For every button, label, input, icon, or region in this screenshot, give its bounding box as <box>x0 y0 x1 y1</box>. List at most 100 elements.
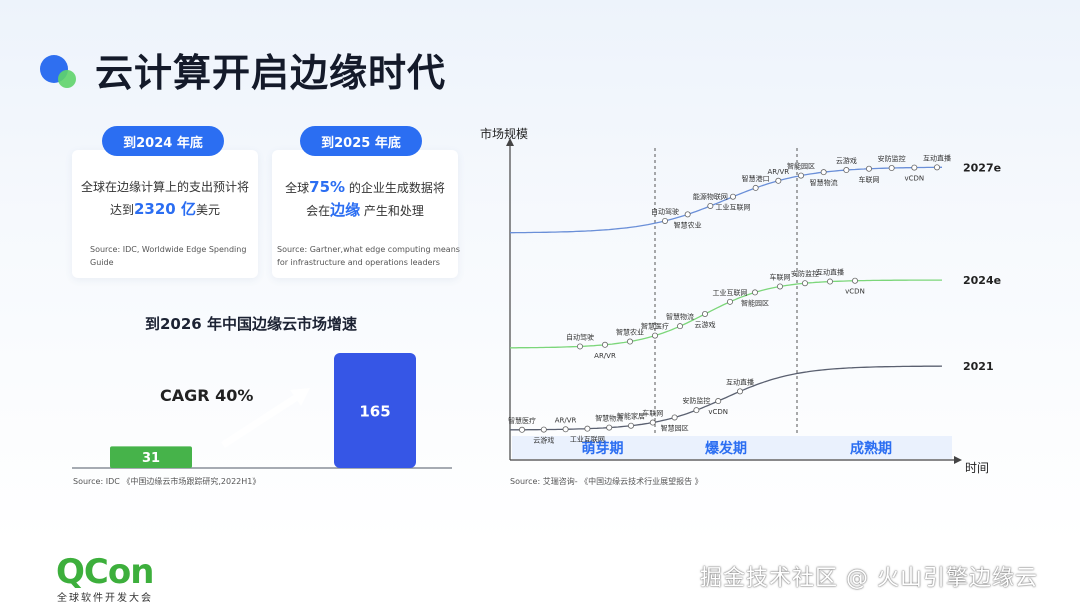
stat-line: 全球在边缘计算上的支出预计将 <box>80 180 249 194</box>
stat-text: 的企业生成数据将 <box>345 181 445 195</box>
stat-card-right <box>272 150 458 278</box>
series-point <box>701 310 708 317</box>
phase-label: 成熟期 <box>850 440 892 457</box>
series-point-label: 智慧港口 <box>742 174 770 183</box>
source-line: Source: IDC, Worldwide Edge Spending <box>90 245 247 254</box>
stat-highlight: 75% <box>309 178 346 196</box>
x-axis-label: 时间 <box>965 461 989 475</box>
stat-card-left <box>72 150 258 278</box>
series-point <box>562 426 569 433</box>
series-point <box>775 177 782 184</box>
source-line: for infrastructure and operations leader… <box>277 258 440 267</box>
growth-arrow-icon <box>221 388 310 448</box>
series-point <box>888 165 895 172</box>
series-point <box>540 426 547 433</box>
series-point <box>684 211 691 218</box>
series-point-label: AR/VR <box>555 416 577 424</box>
series-point <box>519 426 526 433</box>
series-point-label: 智慧园区 <box>661 423 689 432</box>
series-point-label: 智慧物流 <box>810 178 838 187</box>
series-point-label: 自动驾驶 <box>651 207 679 216</box>
series-point-label: AR/VR <box>594 352 616 360</box>
series-point-label: vCDN <box>845 288 865 296</box>
series-point <box>602 341 609 348</box>
series-point <box>752 184 759 191</box>
series-point <box>820 169 827 176</box>
bar-chart-source: Source: IDC 《中国边缘云市场跟踪研究,2022H1》 <box>73 477 261 486</box>
series-point <box>865 165 872 172</box>
series-point-label: 云游戏 <box>695 320 716 329</box>
series-point-label: 安防监控 <box>878 154 906 163</box>
phase-label: 爆发期 <box>705 440 747 457</box>
series-point-label: 自动驾驶 <box>566 332 594 341</box>
series-point <box>715 398 722 405</box>
stat-text: 达到 <box>109 203 134 217</box>
series-point <box>651 332 658 339</box>
phase-label: 萌芽期 <box>582 440 624 457</box>
series-point-label: 能源物联网 <box>693 192 728 201</box>
series-point <box>707 202 714 209</box>
arrow-head <box>290 388 310 406</box>
series-point <box>826 278 833 285</box>
series-label: 2024e <box>963 274 1001 287</box>
page-title: 云计算开启边缘时代 <box>95 51 447 95</box>
stat-text: 产生和处理 <box>360 204 424 218</box>
series-point-label: 智慧农业 <box>674 220 702 229</box>
stat-text-right: 全球75% 的企业生成数据将 会在边缘 产生和处理 <box>272 176 458 222</box>
bar <box>110 446 192 468</box>
series-point <box>676 323 683 330</box>
series-point-label: 智能家居 <box>617 412 645 421</box>
series-point-label: 车联网 <box>859 175 880 184</box>
qcon-logo: QCon <box>56 552 154 592</box>
series-point-label: 工业互联网 <box>713 288 748 297</box>
series-point <box>776 283 783 290</box>
series-point-label: vCDN <box>708 408 728 416</box>
series-point <box>751 289 758 296</box>
series-point-label: 车联网 <box>770 272 791 281</box>
series-line <box>510 365 943 431</box>
series-point <box>606 424 613 431</box>
footer-bar <box>0 545 1080 609</box>
stat-pill-right: 到2025 年底 <box>300 126 422 156</box>
series-point-label: 工业互联网 <box>570 435 605 444</box>
series-point-label: 智慧医疗 <box>508 416 536 425</box>
stat-text: 会在 <box>306 204 331 218</box>
series-point <box>797 172 804 179</box>
series-point-label: 智慧医疗 <box>641 322 669 331</box>
source-note-right: Source: Gartner,what edge computing mean… <box>277 243 460 269</box>
source-line: Source: Gartner,what edge computing mean… <box>277 245 460 254</box>
stat-line: 会在边缘 产生和处理 <box>272 199 458 222</box>
cagr-annotation: CAGR 40% <box>160 386 254 405</box>
bar-value-label: 31 <box>142 451 160 466</box>
series-point-label: 云游戏 <box>533 436 554 445</box>
series-point-label: 互动直播 <box>816 268 844 277</box>
series-point <box>693 407 700 414</box>
series-point-label: 智慧物流 <box>595 414 623 423</box>
series-point-label: AR/VR <box>767 168 789 176</box>
stat-pill-left: 到2024 年底 <box>102 126 224 156</box>
series-point-label: 云游戏 <box>836 156 857 165</box>
series-point <box>851 277 858 284</box>
series-point <box>584 425 591 432</box>
series-point <box>933 164 940 171</box>
series-point <box>801 280 808 287</box>
bar-chart: 31 165 <box>72 353 452 469</box>
qcon-logo-subtitle: 全球软件开发大会 <box>57 593 153 604</box>
series-point <box>843 167 850 174</box>
phase-band <box>512 436 952 459</box>
series-point-label: 工业互联网 <box>716 203 751 212</box>
watermark: 掘金技术社区 @ 火山引擎边缘云 <box>700 566 1038 591</box>
series-point-label: 互动直播 <box>923 153 951 162</box>
series-point <box>661 217 668 224</box>
stat-line: 全球75% 的企业生成数据将 <box>272 176 458 199</box>
series-point-label: vCDN <box>904 175 924 183</box>
source-note-left: Source: IDC, Worldwide Edge Spending Gui… <box>90 243 246 269</box>
stat-highlight: 边缘 <box>330 201 361 219</box>
x-axis-arrow-icon <box>954 456 962 464</box>
arrow-shaft <box>221 392 302 448</box>
series-point <box>729 193 736 200</box>
series-point-label: 安防监控 <box>682 396 710 405</box>
stat-highlight: 2320 亿 <box>134 200 196 218</box>
series-point <box>649 419 656 426</box>
